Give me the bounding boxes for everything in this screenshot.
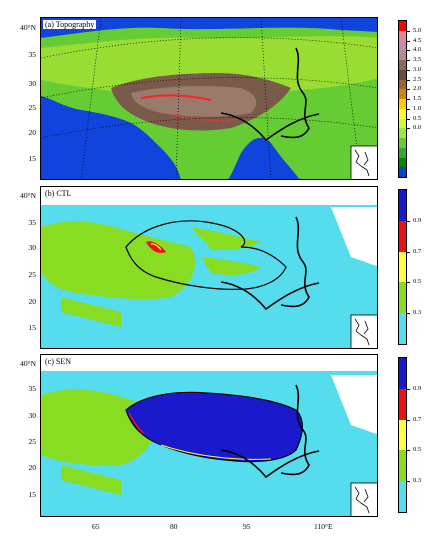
x-tick: 110°E [314,522,333,531]
colorbar-segment [399,40,406,51]
y-tick: 15 [28,323,37,332]
colorbar-tick [407,282,410,284]
colorbar-label: 0.5 [413,446,422,454]
colorbar-segment [399,89,406,99]
colorbar-tick [407,388,410,390]
colorbar-segment [399,220,406,252]
colorbar-segment [399,21,406,31]
colorbar-segment [399,118,406,129]
colorbar-tick [407,108,410,110]
colorbar-tick [407,450,410,452]
colorbar-tick [407,313,410,315]
y-tick: 20 [28,297,37,306]
colorbar-tick [407,50,410,52]
y-tick: 15 [28,154,37,163]
colorbar-segment [399,313,406,344]
colorbar-label: 4.5 [413,36,422,44]
colorbar-tick [407,89,410,91]
colorbar-segment [399,128,406,138]
colorbar-sen [398,357,407,513]
panel-topography: (a) Topography [40,17,378,180]
colorbar-segment [399,388,406,420]
colorbar-tick [407,60,410,61]
y-tick: 40°N [20,23,36,32]
colorbar-segment [399,190,406,221]
colorbar-segment [399,30,406,41]
colorbar-segment [399,50,406,60]
colorbar-segment [399,99,406,109]
colorbar-label: 2.0 [413,85,422,93]
colorbar-tick [407,419,410,421]
colorbar-segment [399,69,406,80]
colorbar-tick [407,99,410,100]
colorbar-segment [399,147,406,158]
colorbar-label: 0.7 [413,415,422,423]
colorbar-tick [407,220,410,222]
colorbar-label: 5.0 [413,26,422,34]
colorbar-label: 0.0 [413,124,422,132]
colorbar-segment [399,358,406,389]
y-tick: 20 [28,128,37,137]
colorbar-topography [398,20,407,178]
panel-sen: (c) SEN [40,354,378,517]
y-tick: 25 [28,437,37,446]
colorbar-label: 0.5 [413,114,422,122]
colorbar-segment [399,167,406,177]
y-tick: 25 [28,270,37,279]
panel-b-title: (b) CTL [43,189,74,198]
y-tick: 40°N [20,191,36,200]
y-tick: 25 [28,103,37,112]
colorbar-tick [407,481,410,483]
colorbar-tick [407,40,410,42]
y-tick: 20 [28,463,37,472]
x-tick: 80 [170,522,178,531]
colorbar-tick [407,128,410,130]
y-tick: 30 [28,411,37,420]
colorbar-label: 0.7 [413,247,422,255]
y-tick: 30 [28,79,37,88]
y-tick: 35 [28,218,37,227]
y-tick: 35 [28,384,37,393]
sen-map [41,355,377,516]
colorbar-label: 0.9 [413,216,422,224]
colorbar-label: 3.0 [413,65,422,73]
colorbar-label: 4.0 [413,46,422,54]
colorbar-segment [399,481,406,512]
colorbar-label: 0.3 [413,309,422,317]
colorbar-segment [399,419,406,451]
panel-a-title: (a) Topography [43,20,97,29]
colorbar-tick [407,30,410,32]
y-tick: 35 [28,50,37,59]
colorbar-segment [399,79,406,90]
x-tick: 65 [92,522,100,531]
colorbar-tick [407,118,410,120]
topography-map [41,18,377,179]
colorbar-segment [399,157,406,168]
colorbar-segment [399,108,406,119]
panel-ctl: (b) CTL [40,186,378,349]
x-tick: 95 [243,522,251,531]
colorbar-segment [399,138,406,148]
colorbar-label: 3.5 [413,56,422,63]
colorbar-segment [399,450,406,482]
colorbar-label: 2.5 [413,75,422,83]
y-tick: 40°N [20,359,36,368]
colorbar-tick [407,69,410,71]
colorbar-segment [399,60,406,70]
colorbar-segment [399,282,406,314]
colorbar-label: 1.0 [413,104,422,112]
colorbar-tick [407,79,410,81]
panel-c-title: (c) SEN [43,357,73,366]
ctl-map [41,187,377,348]
colorbar-ctl [398,189,407,345]
colorbar-tick [407,251,410,253]
colorbar-label: 0.3 [413,477,422,485]
colorbar-segment [399,251,406,283]
colorbar-label: 0.9 [413,384,422,392]
colorbar-label: 1.5 [413,95,422,102]
colorbar-label: 0.5 [413,278,422,286]
y-tick: 30 [28,243,37,252]
y-tick: 15 [28,490,37,499]
